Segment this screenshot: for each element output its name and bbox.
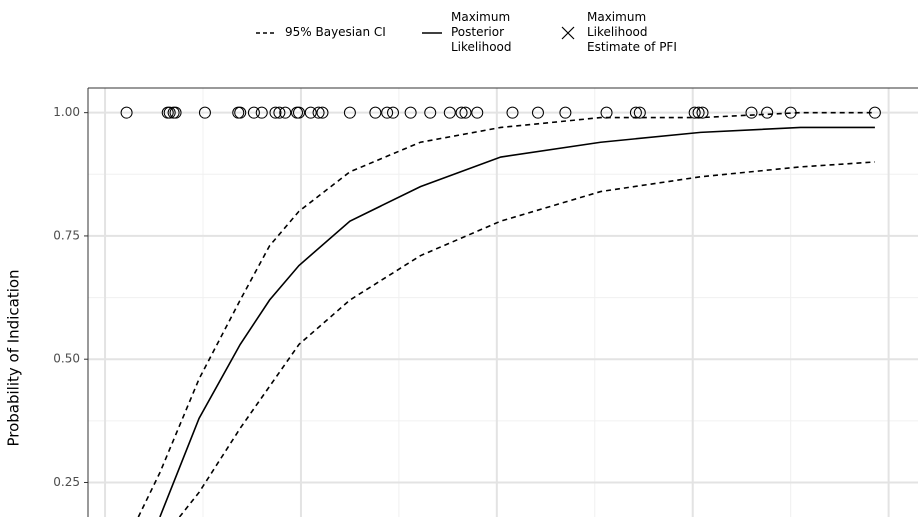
legend-key bbox=[561, 26, 575, 39]
legend-label: Maximum Likelihood Estimate of PFI bbox=[587, 10, 677, 54]
point bbox=[424, 106, 437, 119]
point bbox=[269, 106, 282, 119]
point bbox=[471, 106, 484, 119]
y-tick-label: 0.75 bbox=[53, 228, 80, 242]
legend-item: 95% Bayesian CI bbox=[255, 10, 395, 55]
point bbox=[696, 106, 709, 119]
point bbox=[387, 106, 400, 119]
y-tick-label: 1.00 bbox=[53, 105, 80, 119]
point bbox=[381, 106, 394, 119]
y-tick-label: 0.50 bbox=[53, 352, 80, 366]
point bbox=[784, 106, 797, 119]
point bbox=[120, 106, 133, 119]
point bbox=[506, 106, 519, 119]
point bbox=[292, 106, 305, 119]
legend-key bbox=[256, 31, 276, 34]
point bbox=[198, 106, 211, 119]
point bbox=[304, 106, 317, 119]
point bbox=[559, 106, 572, 119]
point bbox=[273, 106, 286, 119]
point bbox=[455, 106, 468, 119]
point bbox=[629, 106, 642, 119]
point bbox=[316, 106, 329, 119]
legend: 95% Bayesian CI Maximum Posterior Likeli… bbox=[255, 10, 699, 55]
point bbox=[169, 106, 182, 119]
line bbox=[178, 161, 875, 517]
point bbox=[745, 106, 758, 119]
line bbox=[137, 111, 875, 517]
point bbox=[692, 106, 705, 119]
point bbox=[234, 106, 247, 119]
point bbox=[404, 106, 417, 119]
legend-item: Maximum Likelihood Estimate of PFI bbox=[557, 10, 699, 55]
point bbox=[279, 106, 292, 119]
point bbox=[312, 106, 325, 119]
point bbox=[531, 106, 544, 119]
legend-item: Maximum Posterior Likelihood bbox=[421, 10, 531, 55]
point bbox=[343, 106, 356, 119]
legend-label: Maximum Posterior Likelihood bbox=[451, 10, 512, 54]
point bbox=[163, 106, 176, 119]
point bbox=[247, 106, 260, 119]
legend-key bbox=[422, 31, 442, 34]
y-axis-label: Probability of Indication bbox=[5, 269, 23, 446]
point bbox=[459, 106, 472, 119]
point bbox=[868, 106, 881, 119]
point bbox=[443, 106, 456, 119]
point bbox=[255, 106, 268, 119]
legend-label: 95% Bayesian CI bbox=[285, 25, 386, 39]
line bbox=[159, 126, 875, 517]
point bbox=[688, 106, 701, 119]
y-tick-label: 0.25 bbox=[53, 475, 80, 489]
point bbox=[369, 106, 382, 119]
point bbox=[761, 106, 774, 119]
point bbox=[600, 106, 613, 119]
point bbox=[633, 106, 646, 119]
